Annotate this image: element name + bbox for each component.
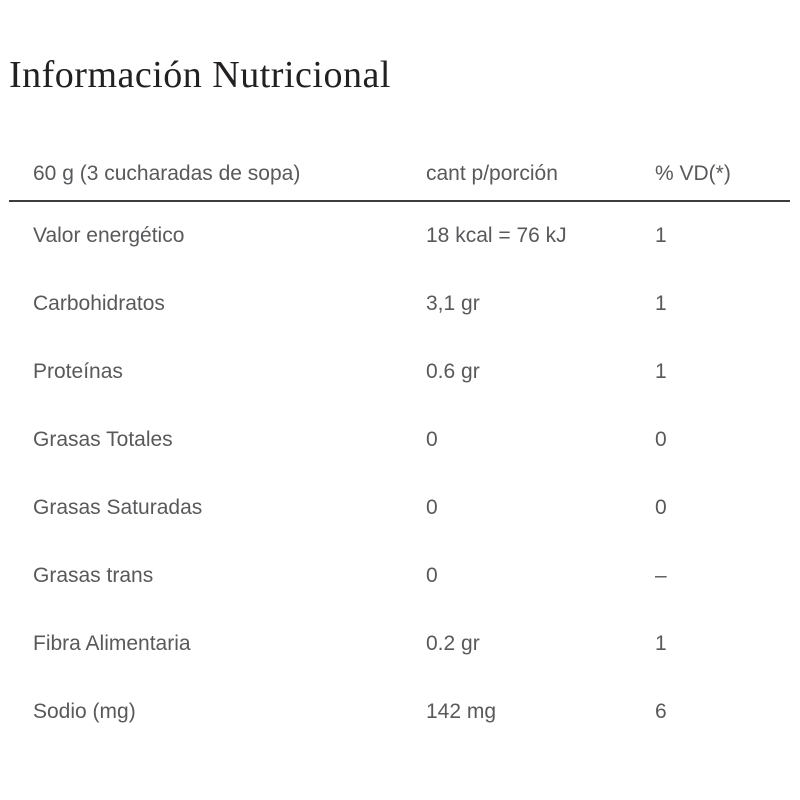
nutrient-label: Carbohidratos [33,291,165,315]
table-row: Carbohidratos 3,1 gr 1 [9,270,790,338]
nutrient-amount: 0 [426,563,438,587]
nutrient-label: Valor energético [33,223,185,247]
nutrient-amount: 0.2 gr [426,631,480,655]
nutrient-label: Proteínas [33,359,123,383]
nutrient-label: Sodio (mg) [33,699,136,723]
nutrient-amount: 3,1 gr [426,291,480,315]
nutrient-daily-value: 0 [655,495,667,519]
nutrient-daily-value: 6 [655,699,667,723]
table-header-row: 60 g (3 cucharadas de sopa) cant p/porci… [9,148,790,202]
nutrient-amount: 0 [426,427,438,451]
nutrient-amount: 0 [426,495,438,519]
nutrition-table: 60 g (3 cucharadas de sopa) cant p/porci… [9,148,790,746]
nutrient-daily-value: 1 [655,291,667,315]
nutrient-label: Grasas Saturadas [33,495,203,519]
table-row: Sodio (mg) 142 mg 6 [9,678,790,746]
table-row: Grasas Saturadas 0 0 [9,474,790,542]
nutrient-daily-value: 1 [655,223,667,247]
nutrient-label: Grasas Totales [33,427,173,451]
nutrient-daily-value: 0 [655,427,667,451]
column-header-daily-value: % VD(*) [655,161,731,185]
table-row: Proteínas 0.6 gr 1 [9,338,790,406]
nutrient-amount: 18 kcal = 76 kJ [426,223,567,247]
table-body: Valor energético 18 kcal = 76 kJ 1 Carbo… [9,202,790,746]
table-row: Valor energético 18 kcal = 76 kJ 1 [9,202,790,270]
nutrient-daily-value: 1 [655,359,667,383]
table-row: Grasas trans 0 – [9,542,790,610]
nutrient-label: Fibra Alimentaria [33,631,191,655]
nutrient-amount: 0.6 gr [426,359,480,383]
table-row: Fibra Alimentaria 0.2 gr 1 [9,610,790,678]
nutrient-label: Grasas trans [33,563,154,587]
page-title: Información Nutricional [9,54,391,96]
nutrient-daily-value: 1 [655,631,667,655]
column-header-serving: 60 g (3 cucharadas de sopa) [33,161,301,185]
nutrient-daily-value: – [655,563,667,587]
table-row: Grasas Totales 0 0 [9,406,790,474]
nutrient-amount: 142 mg [426,699,497,723]
column-header-amount-per-portion: cant p/porción [426,161,558,185]
